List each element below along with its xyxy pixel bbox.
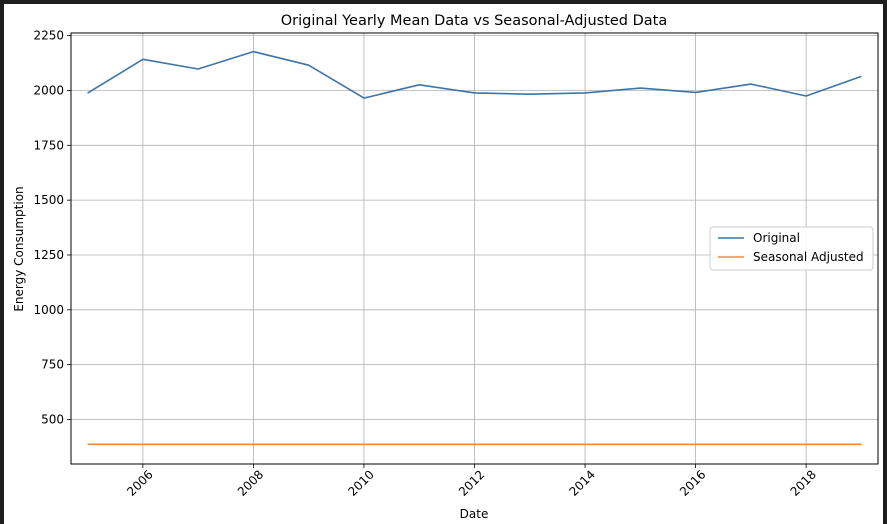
series-line-original <box>87 50 862 99</box>
y-tick-label: 500 <box>41 412 64 426</box>
x-tick-label: 2010 <box>345 467 376 498</box>
legend-label-original: Original <box>753 231 800 245</box>
x-axis-label: Date <box>460 507 489 521</box>
chart-title: Original Yearly Mean Data vs Seasonal-Ad… <box>281 13 668 29</box>
x-tick-label: 2014 <box>566 467 597 498</box>
grid <box>71 33 878 464</box>
x-tick-label: 2008 <box>235 467 266 498</box>
series-layer <box>87 50 862 446</box>
x-axis-ticks: 2006 2008 2010 2012 2014 2016 2018 <box>124 464 819 499</box>
x-tick-label: 2006 <box>124 467 155 498</box>
y-tick-label: 1250 <box>33 248 64 262</box>
legend: Original Seasonal Adjusted <box>709 226 874 271</box>
y-tick-label: 1500 <box>33 193 64 207</box>
legend-box <box>709 226 874 271</box>
legend-label-seasonal-adjusted: Seasonal Adjusted <box>753 250 864 264</box>
y-tick-label: 2250 <box>33 29 64 43</box>
y-axis-label: Energy Consumption <box>12 186 26 311</box>
x-tick-label: 2012 <box>456 467 487 498</box>
y-tick-label: 2000 <box>33 83 64 97</box>
y-tick-label: 1750 <box>33 138 64 152</box>
y-axis-ticks: 500 750 1000 1250 1500 1750 2000 2250 <box>33 29 71 426</box>
y-tick-label: 1000 <box>33 303 64 317</box>
x-tick-label: 2018 <box>788 467 819 498</box>
x-tick-label: 2016 <box>677 467 708 498</box>
y-tick-label: 750 <box>41 358 64 372</box>
